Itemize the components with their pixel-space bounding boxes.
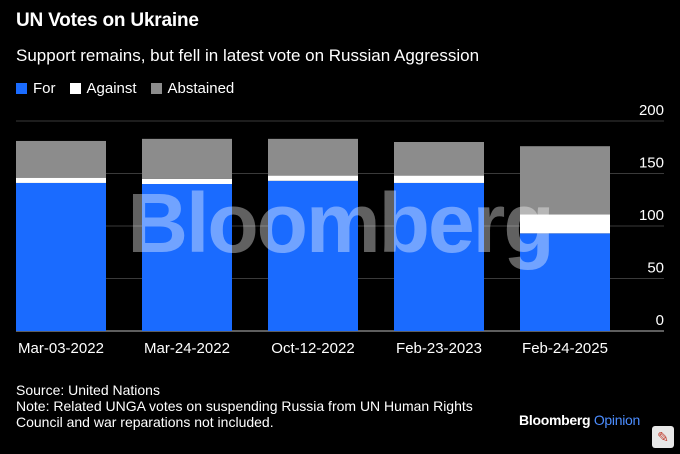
bar-segment-for: [16, 182, 106, 331]
bar-segment-abstained: [142, 138, 232, 179]
bar-segment-for: [520, 233, 610, 331]
bar-segment-abstained: [520, 146, 610, 215]
tool-icon[interactable]: ✎: [652, 426, 674, 448]
note-text-line1: Note: Related UNGA votes on suspending R…: [16, 398, 473, 414]
legend-swatch-against: [69, 83, 81, 94]
chart-subtitle: Support remains, but fell in latest vote…: [16, 46, 480, 65]
y-tick-label: 50: [647, 260, 664, 277]
y-tick-label: 200: [639, 102, 664, 119]
legend-label-abstained: Abstained: [167, 80, 235, 97]
legend-item-for: For: [16, 80, 56, 97]
legend-swatch-for: [16, 83, 27, 94]
legend-item-against: Against: [69, 80, 137, 97]
y-tick-label: 150: [639, 155, 664, 172]
legend: For Against Abstained: [16, 80, 248, 97]
note-text-line2: Council and war reparations not included…: [16, 414, 274, 430]
x-tick-label: Oct-12-2022: [271, 340, 354, 357]
bar-segment-abstained: [16, 140, 106, 178]
brand-name: Bloomberg: [519, 412, 591, 428]
y-tick-label: 100: [639, 207, 664, 224]
legend-label-against: Against: [86, 80, 137, 97]
bar-segment-for: [394, 182, 484, 331]
bar-segment-for: [268, 180, 358, 331]
watermark: Bloomberg: [127, 176, 552, 270]
x-tick-label: Feb-23-2023: [396, 340, 482, 357]
brand-suffix: Opinion: [593, 412, 640, 428]
bar-segment-for: [142, 184, 232, 331]
bar-segment-against: [142, 178, 232, 184]
footer: Source: United Nations Note: Related UNG…: [16, 382, 473, 430]
chart-title: UN Votes on Ukraine: [16, 10, 199, 31]
bar-segment-abstained: [268, 138, 358, 176]
legend-item-abstained: Abstained: [150, 80, 235, 97]
bar-segment-against: [16, 177, 106, 183]
bar-segment-abstained: [394, 142, 484, 176]
source-text: Source: United Nations: [16, 382, 160, 398]
x-tick-label: Feb-24-2025: [522, 340, 608, 357]
brand-logo: Bloomberg Opinion: [519, 412, 640, 428]
legend-swatch-abstained: [150, 83, 162, 94]
bar-segment-against: [394, 175, 484, 183]
y-tick-label: 0: [656, 312, 664, 329]
x-tick-label: Mar-24-2022: [144, 340, 230, 357]
legend-label-for: For: [33, 80, 56, 97]
bar-segment-against: [268, 175, 358, 181]
bar-segment-against: [520, 214, 610, 234]
x-tick-label: Mar-03-2022: [18, 340, 104, 357]
